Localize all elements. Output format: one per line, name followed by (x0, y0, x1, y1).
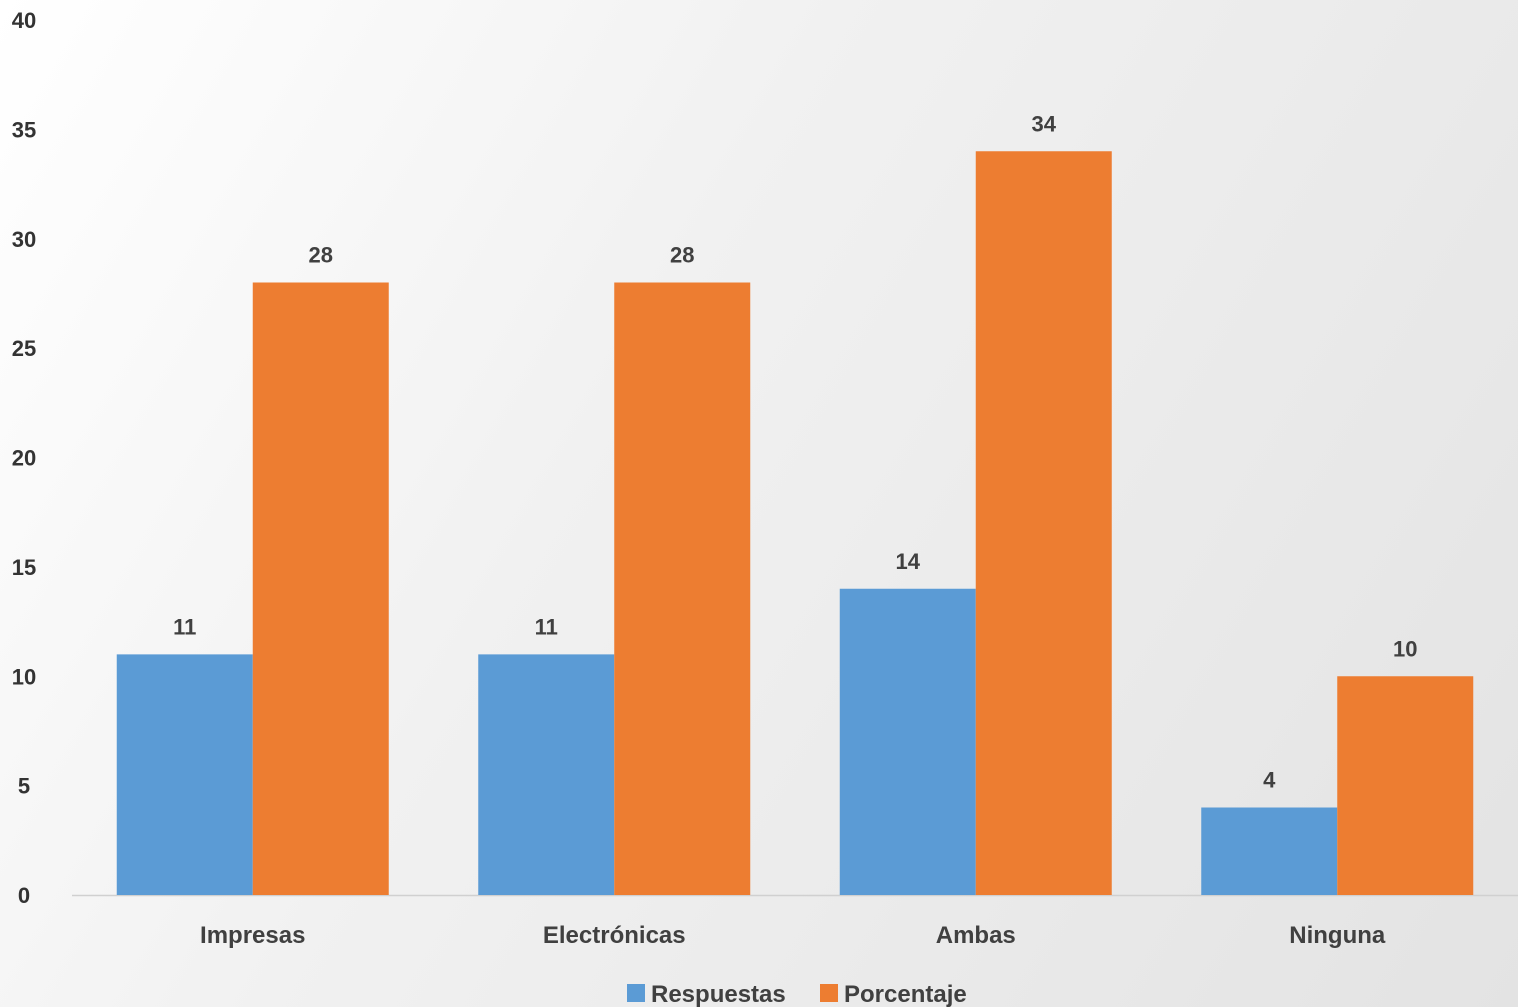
bar-porcentaje-electrónicas (614, 282, 751, 895)
legend-swatch (820, 984, 838, 1002)
data-label: 4 (1263, 768, 1276, 793)
y-tick-label: 30 (12, 227, 36, 252)
category-label: Ninguna (1289, 922, 1386, 949)
bar-porcentaje-ninguna (1337, 676, 1474, 895)
y-tick-label: 10 (12, 664, 36, 689)
category-label: Impresas (200, 922, 305, 949)
data-label: 34 (1032, 111, 1057, 136)
bar-respuestas-electrónicas (478, 654, 615, 895)
data-label: 28 (309, 243, 333, 268)
y-tick-label: 0 (18, 883, 30, 908)
y-tick-label: 20 (12, 446, 36, 471)
bar-porcentaje-ambas (975, 151, 1112, 895)
legend: Respuestas Porcentaje (627, 981, 967, 1007)
bar-series (116, 151, 1474, 895)
data-label: 14 (896, 549, 921, 574)
legend-label: Respuestas (651, 981, 786, 1007)
data-label: 28 (670, 243, 694, 268)
data-label: 11 (535, 614, 558, 639)
category-label: Ambas (936, 922, 1016, 949)
data-label: 11 (173, 614, 196, 639)
y-tick-label: 35 (12, 117, 36, 142)
legend-label: Porcentaje (844, 981, 967, 1007)
bar-respuestas-ninguna (1201, 807, 1338, 895)
data-label: 10 (1393, 636, 1417, 661)
y-tick-label: 5 (18, 774, 30, 799)
y-tick-label: 25 (12, 336, 36, 361)
bar-respuestas-ambas (839, 588, 976, 895)
category-labels: Impresas Electrónicas Ambas Ninguna (200, 922, 1386, 949)
y-tick-label: 40 (12, 8, 36, 33)
bar-porcentaje-impresas (252, 282, 389, 895)
y-tick-label: 15 (12, 555, 36, 580)
bar-respuestas-impresas (116, 654, 253, 895)
data-labels: 11 28 11 28 14 34 4 10 (173, 111, 1417, 792)
legend-item: Respuestas (627, 981, 786, 1007)
category-label: Electrónicas (543, 922, 686, 949)
legend-swatch (627, 984, 645, 1002)
y-axis-ticks: 0 5 10 15 20 25 30 35 40 (12, 8, 36, 908)
legend-item: Porcentaje (820, 981, 967, 1007)
